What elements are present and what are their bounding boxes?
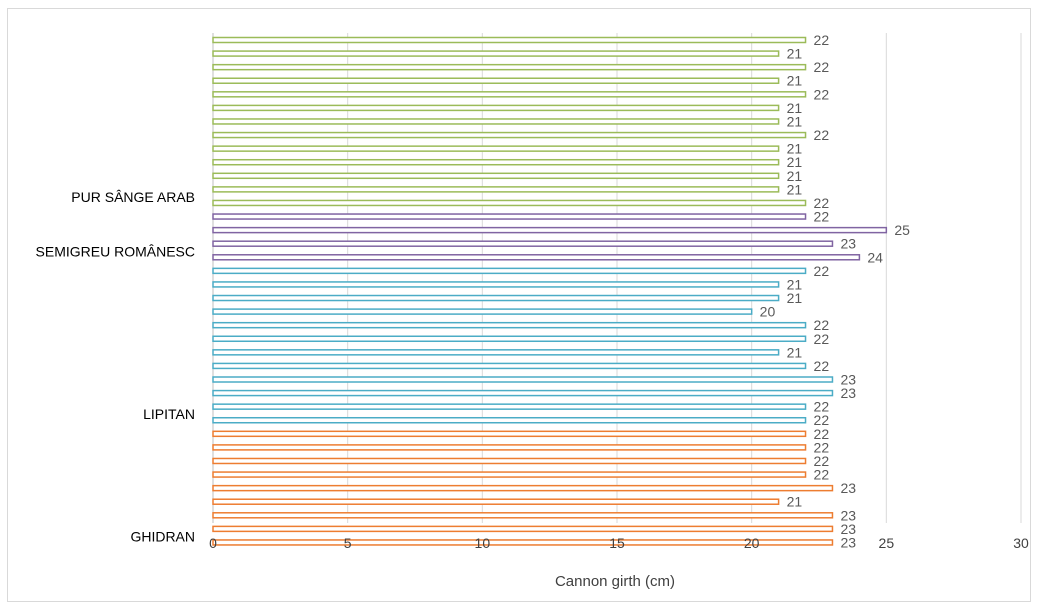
x-tick-label: 25 <box>879 535 895 551</box>
bar <box>213 105 779 110</box>
category-label: SEMIGREU ROMÂNESC <box>36 243 195 259</box>
x-tick-label: 5 <box>344 535 352 551</box>
bar <box>213 323 806 328</box>
bar-value-label: 21 <box>787 494 803 510</box>
bar <box>213 363 806 368</box>
bar-value-label: 21 <box>787 141 803 157</box>
bar-value-label: 23 <box>840 507 856 523</box>
bar-value-label: 22 <box>814 358 830 374</box>
bar-value-label: 21 <box>787 46 803 62</box>
bar <box>213 513 832 518</box>
x-tick-label: 20 <box>744 535 760 551</box>
bar <box>213 200 806 205</box>
bar <box>213 458 806 463</box>
bar <box>213 499 779 504</box>
bar-chart: 2323232123222222222222232322212222202121… <box>8 9 1032 603</box>
bar <box>213 282 779 287</box>
bar-value-label: 23 <box>840 372 856 388</box>
bar-value-label: 23 <box>840 480 856 496</box>
bar <box>213 350 779 355</box>
chart-frame: 23 23 23 21 23 22 22 22 22 22 22 23 23 22 21 22 22 20 21 21… <box>7 8 1031 602</box>
bar-value-label: 24 <box>867 249 883 265</box>
bar <box>213 214 806 219</box>
bars <box>213 38 886 545</box>
bar <box>213 78 779 83</box>
bar-value-label: 20 <box>760 304 776 320</box>
bar-value-label: 22 <box>814 127 830 143</box>
bar <box>213 255 859 260</box>
bar <box>213 296 779 301</box>
bar-value-label: 22 <box>814 32 830 48</box>
bar <box>213 336 806 341</box>
bar <box>213 526 832 531</box>
bar-value-label: 21 <box>787 73 803 89</box>
bar-value-label: 22 <box>814 59 830 75</box>
bar <box>213 119 779 124</box>
bar <box>213 431 806 436</box>
category-label: PUR SÂNGE ARAB <box>71 189 195 205</box>
bar-value-label: 22 <box>814 399 830 415</box>
bar <box>213 445 806 450</box>
category-label: LIPITAN <box>143 406 195 422</box>
category-labels: GHIDRAN LIPITAN SEMIGREU ROMÂNESC PUR SÂNGE… <box>36 189 195 545</box>
x-tick-label: 0 <box>209 535 217 551</box>
category-label: GHIDRAN <box>130 528 195 544</box>
bar <box>213 65 806 70</box>
bar <box>213 146 779 151</box>
bar <box>213 472 806 477</box>
bar-value-label: 21 <box>787 276 803 292</box>
bar <box>213 133 806 138</box>
bar-value-label: 22 <box>814 263 830 279</box>
x-tick-label: 10 <box>475 535 491 551</box>
bar <box>213 228 886 233</box>
bar <box>213 391 832 396</box>
x-tick-label: 15 <box>609 535 625 551</box>
bar <box>213 241 832 246</box>
x-axis-title: Cannon girth (cm) <box>555 573 675 590</box>
bar <box>213 187 779 192</box>
bar <box>213 418 806 423</box>
bar-value-label: 22 <box>814 86 830 102</box>
x-tick-label: 30 <box>1013 535 1029 551</box>
bar <box>213 540 832 545</box>
bar <box>213 309 752 314</box>
bar-value-label: 25 <box>894 222 910 238</box>
bar <box>213 268 806 273</box>
bar <box>213 51 779 56</box>
bar <box>213 173 779 178</box>
bar-value-label: 21 <box>787 100 803 116</box>
bar-value-label: 22 <box>814 317 830 333</box>
bar-value-label: 22 <box>814 195 830 211</box>
bar <box>213 38 806 43</box>
bar <box>213 377 832 382</box>
bar-value-label: 21 <box>787 344 803 360</box>
bar <box>213 404 806 409</box>
bar <box>213 92 806 97</box>
bar <box>213 160 779 165</box>
bar-value-label: 23 <box>840 236 856 252</box>
bar <box>213 486 832 491</box>
